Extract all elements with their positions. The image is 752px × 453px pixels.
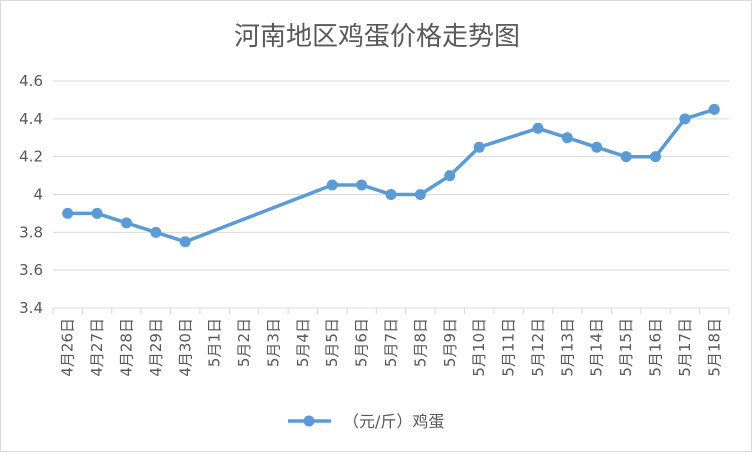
data-point	[591, 141, 603, 153]
x-tick-label: 5月12日	[529, 318, 547, 377]
y-tick-label: 3.4	[19, 299, 43, 317]
data-point	[326, 179, 338, 191]
x-tick-label: 5月14日	[588, 318, 606, 377]
x-tick-label: 4月28日	[117, 318, 135, 377]
data-point	[708, 103, 720, 115]
x-tick-label: 4月27日	[88, 318, 106, 377]
data-point	[414, 189, 426, 200]
chart-title: 河南地区鸡蛋价格走势图	[234, 22, 520, 52]
x-tick-label: 4月29日	[147, 318, 165, 377]
x-tick-label: 5月18日	[705, 318, 723, 377]
x-tick-label: 5月5日	[323, 318, 341, 367]
series-layer	[62, 103, 720, 248]
data-point	[561, 132, 573, 144]
data-point	[532, 122, 544, 134]
y-tick-label: 4	[33, 186, 43, 204]
legend-point-marker	[303, 415, 315, 427]
x-tick-label: 5月17日	[676, 318, 694, 377]
x-tick-label: 5月7日	[382, 318, 400, 367]
x-tick-label: 5月3日	[264, 318, 282, 367]
x-tick-label: 5月11日	[500, 318, 518, 377]
x-tick-label: 4月30日	[176, 318, 194, 377]
y-tick-label: 4.4	[19, 110, 43, 128]
data-point	[91, 207, 103, 219]
y-tick-label: 3.8	[19, 223, 43, 241]
series-line	[67, 107, 715, 244]
data-point	[444, 170, 456, 182]
x-tick-label: 5月16日	[647, 318, 665, 377]
x-tick-label: 5月10日	[470, 318, 488, 377]
x-tick-label: 5月13日	[558, 318, 576, 377]
gridlines	[53, 80, 729, 271]
legend-label: （元/斤）鸡蛋	[343, 412, 444, 431]
data-point	[179, 236, 191, 248]
x-tick-label: 5月2日	[235, 318, 253, 367]
x-tick-label: 5月8日	[411, 318, 429, 367]
data-point	[620, 151, 632, 163]
x-tick-label: 5月4日	[294, 318, 312, 367]
x-tick-label: 4月26日	[59, 318, 77, 377]
data-point	[473, 141, 485, 153]
data-point	[356, 179, 368, 191]
data-point	[62, 207, 74, 219]
y-tick-label: 4.2	[19, 148, 43, 166]
data-point	[120, 217, 132, 229]
data-point	[650, 151, 662, 163]
x-tick-label: 5月1日	[206, 318, 224, 367]
y-tick-label: 4.6	[19, 72, 43, 90]
x-tick-label: 5月15日	[617, 318, 635, 377]
legend: （元/斤）鸡蛋	[288, 412, 444, 431]
x-axis: 4月26日 4月27日 4月28日 4月29日 4月30日 5月1日 5月2日 5月3日 5月4…	[52, 307, 730, 377]
x-tick-label: 5月9日	[441, 318, 459, 367]
y-axis-labels: 3.4 3.6 3.8 4 4.2 4.4 4.6	[19, 72, 43, 317]
data-point	[679, 113, 691, 125]
data-point	[385, 189, 397, 200]
x-tick-label: 5月6日	[353, 318, 371, 367]
y-tick-label: 3.6	[19, 261, 43, 279]
data-point	[150, 226, 162, 238]
